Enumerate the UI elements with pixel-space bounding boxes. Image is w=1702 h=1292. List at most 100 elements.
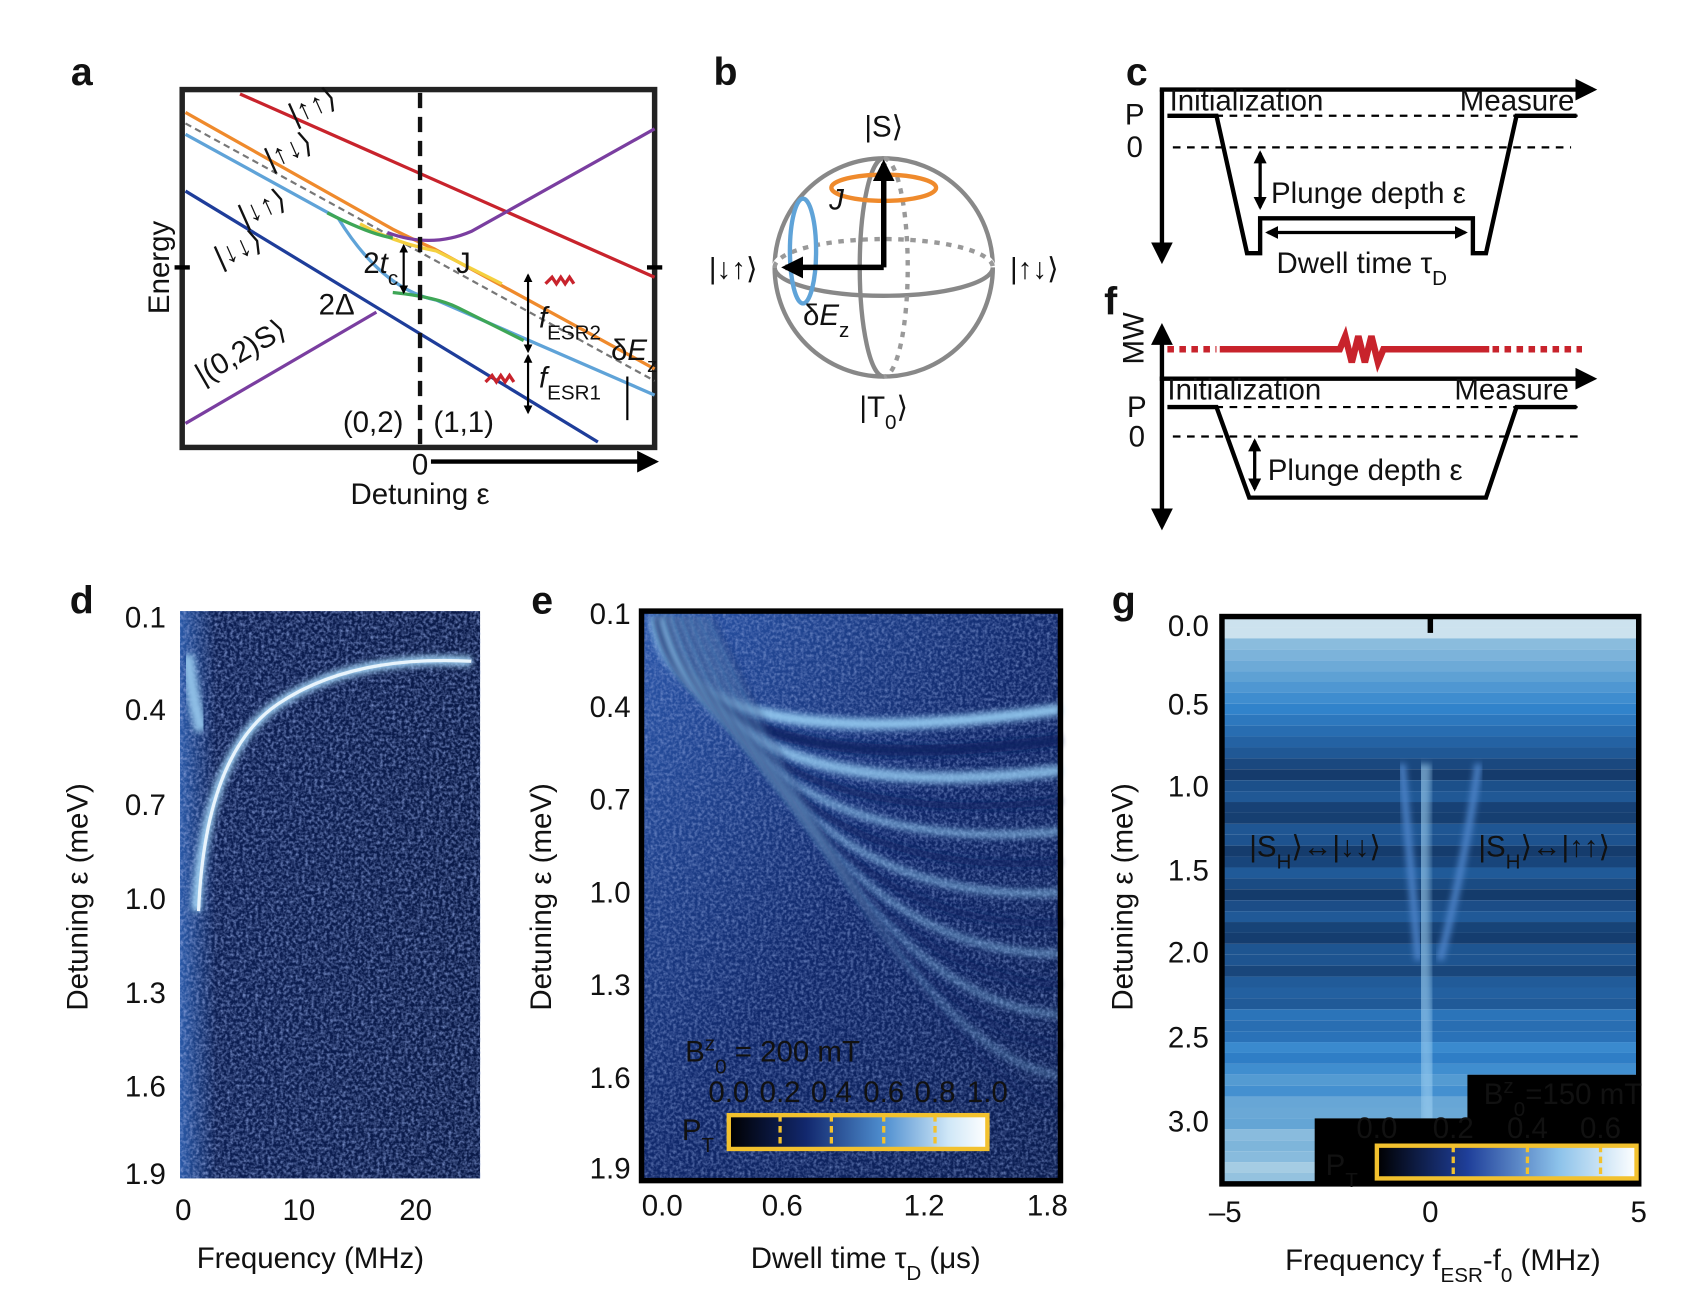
annotation: δEz [803, 299, 849, 342]
annotation: 2tc [363, 247, 398, 290]
annotation-part: 0 [715, 1055, 726, 1078]
colorbar-label-part: P [682, 1114, 702, 1147]
x-tick-label: 0 [1422, 1196, 1438, 1229]
annotation-part: 0 [1514, 1098, 1525, 1121]
colorbar-tick-label: 0.0 [1356, 1112, 1397, 1145]
annotation-part: Dwell time τ [1277, 247, 1433, 280]
x-axis-label-part: Frequency f [1285, 1244, 1441, 1277]
annotation-part: f [539, 301, 550, 334]
fringe [695, 615, 1061, 1019]
annotation-part: E [627, 334, 647, 367]
y-tick-label: 0.1 [590, 598, 631, 631]
photon [484, 372, 516, 385]
colorbar-tick-label: 0.4 [811, 1076, 852, 1109]
fringe [686, 615, 1061, 957]
x-tick-label: –5 [1209, 1196, 1242, 1229]
annotation: |SH⟩↔|↑↑⟩ [1478, 831, 1610, 874]
x-tick-label: 0 [175, 1194, 191, 1227]
y-tick-label: 0.0 [1168, 610, 1209, 643]
annotation-part: B [685, 1036, 705, 1069]
annotation-part: ESR2 [547, 321, 601, 344]
y-tick-label: 1.3 [125, 977, 166, 1010]
colorbar-tick-label: 0.6 [863, 1076, 904, 1109]
annotation-part: B [1484, 1078, 1504, 1111]
annotation: Dwell time τD [1277, 247, 1447, 290]
band [1221, 638, 1639, 650]
level [326, 211, 394, 240]
annotation-part: z [705, 1032, 715, 1055]
y-tick-label: 2.5 [1168, 1021, 1209, 1054]
annotation-part: =150 mT [1525, 1078, 1642, 1111]
annotation-part: ⟩↔|↓↓⟩ [1291, 831, 1381, 864]
y-axis-label: Detuning ε (meV) [61, 783, 94, 1010]
colorbar-label: PT [682, 1114, 715, 1157]
heatmap-feature [196, 658, 472, 912]
annotation: fESR2 [539, 301, 601, 344]
y-tick-label: 2.0 [1168, 936, 1209, 969]
level-label: 0 [1126, 131, 1142, 164]
phase-label: Initialization [1167, 373, 1321, 406]
annotation-part: H [1277, 850, 1292, 873]
band [1221, 649, 1639, 661]
fringe [673, 615, 1061, 867]
y-tick-label: 1.0 [1168, 771, 1209, 804]
y-tick-label: 0.7 [125, 789, 166, 822]
y-tick-label: 0.1 [125, 601, 166, 634]
x-tick-label: 1.8 [1027, 1190, 1068, 1223]
annotation: Plunge depth ε [1268, 454, 1463, 487]
y-tick-label: 1.3 [590, 969, 631, 1002]
annotation-part: E [819, 299, 839, 332]
annotation: fESR1 [539, 361, 601, 404]
annotation-part: ⟩↔|↑↑⟩ [1521, 831, 1611, 864]
annotation: Bz0=150 mT [1484, 1075, 1642, 1121]
panel-label: a [71, 50, 94, 94]
state-label: |T0⟩ [859, 391, 908, 434]
annotation-part: z [1503, 1075, 1513, 1098]
x-axis-label-part: (μs) [921, 1242, 980, 1275]
colorbar-tick-label: 1.0 [967, 1076, 1008, 1109]
annotation-part: c [388, 266, 398, 289]
heatmap-feature [649, 615, 1062, 1110]
x-tick-label: 10 [283, 1194, 316, 1227]
band [1221, 692, 1639, 704]
state-label: |↑↓⟩ [260, 126, 318, 176]
axis-label: 0 [412, 449, 428, 482]
panel-label: g [1112, 578, 1136, 622]
state-label: |(0,2)S⟩ [189, 313, 291, 391]
mw [1219, 325, 1490, 373]
panel-label: d [70, 578, 94, 622]
colorbar-tick-label: 0.8 [915, 1076, 956, 1109]
annotation: J [828, 184, 844, 217]
y-tick-label: 1.0 [590, 876, 631, 909]
x-axis-label-part: (MHz) [1512, 1244, 1600, 1277]
heatmap-feature [181, 654, 209, 733]
fringe [658, 615, 1062, 784]
band [1221, 922, 1639, 933]
colorbar [1374, 1143, 1639, 1181]
fringe [690, 615, 1061, 988]
band [1221, 889, 1639, 901]
fringe [677, 615, 1061, 897]
equator-back [772, 236, 996, 268]
x-axis-label: Frequency (MHz) [197, 1242, 424, 1275]
axis-label: Detuning ε [350, 478, 489, 511]
phase-label: Measure [1460, 84, 1575, 117]
colorbar-tick-label: 0.0 [708, 1076, 749, 1109]
band [1221, 856, 1639, 868]
frame [638, 608, 1064, 1184]
photon [544, 274, 576, 287]
layout [174, 78, 1642, 1187]
y-axis-label: Detuning ε (meV) [1106, 783, 1139, 1010]
phase-label: Measure [1454, 373, 1569, 406]
resonance [1414, 763, 1440, 1179]
axis-label: MW [1117, 312, 1150, 365]
y-tick-label: 0.7 [590, 784, 631, 817]
annotation-part: z [839, 319, 849, 342]
rotation [787, 196, 819, 306]
y-axis-label: Detuning ε (meV) [525, 783, 558, 1010]
annotation: 2Δ [319, 288, 355, 321]
state-label-part: 0 [885, 410, 896, 433]
band [1221, 747, 1639, 759]
